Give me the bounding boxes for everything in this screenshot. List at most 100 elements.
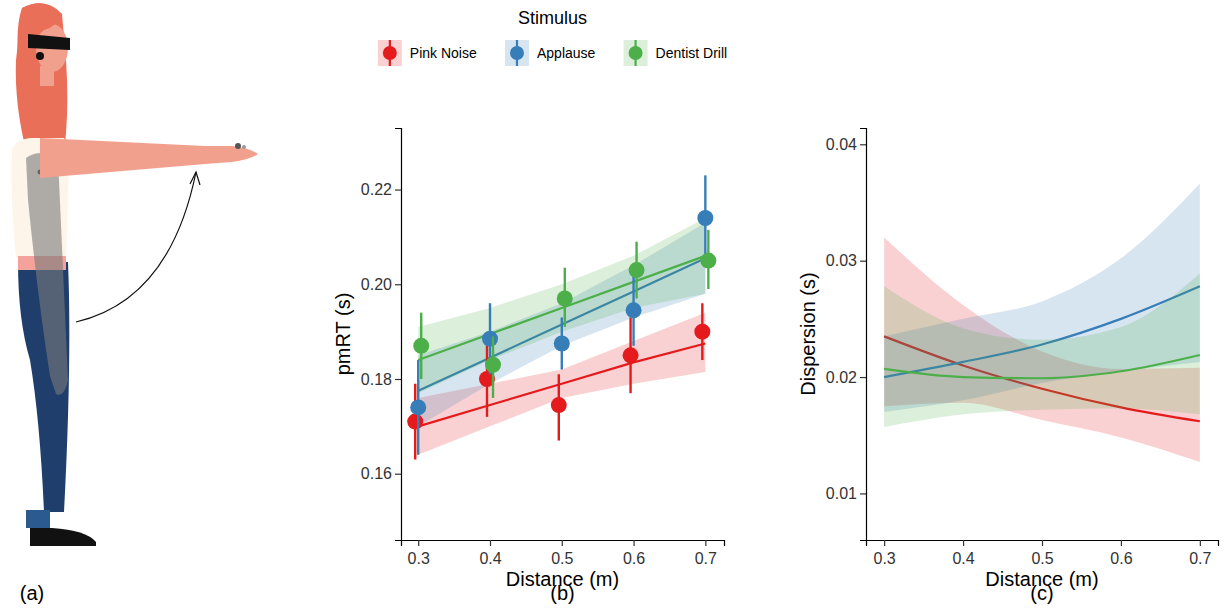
tick-mark [490, 540, 491, 546]
arm-pointing [40, 138, 258, 178]
sensor [235, 143, 241, 149]
axis-line [402, 541, 725, 547]
panel-label: (b) [550, 582, 574, 604]
figure: (a)0.30.40.50.60.70.160.180.200.22Distan… [0, 0, 1230, 615]
tick-mark [705, 540, 706, 546]
movement-arrow [76, 172, 196, 322]
tick-label: 0.18 [361, 371, 392, 388]
legend-key-dot [510, 46, 524, 60]
point [626, 302, 642, 318]
tick: 0.02 [826, 369, 866, 386]
tick-mark [395, 474, 401, 475]
tick: 0.03 [826, 252, 866, 269]
panel: 0.30.40.50.60.70.010.020.030.04Distance … [797, 129, 1219, 605]
tick-mark [395, 379, 401, 380]
tick: 0.7 [1189, 540, 1211, 567]
earphone [36, 52, 44, 60]
point [700, 253, 716, 269]
tick: 0.18 [361, 371, 401, 388]
tick: 0.20 [361, 276, 401, 293]
tick: 0.01 [826, 485, 866, 502]
confidence-band [418, 218, 705, 393]
tick-label: 0.20 [361, 276, 392, 293]
legend-key-dot [629, 46, 643, 60]
plot-marks [407, 175, 716, 459]
tick: 0.6 [1110, 540, 1132, 567]
tick-mark [633, 540, 634, 546]
tick-label: 0.3 [408, 550, 430, 567]
legend-key-band [378, 40, 402, 66]
y-axis: 0.01 0.02 0.03 0.04 [826, 129, 867, 541]
tick-label: 0.04 [826, 136, 857, 153]
cuff [26, 510, 50, 528]
legend-key-band [624, 40, 648, 66]
tick-label: 0.4 [479, 550, 501, 567]
panel-label: (a) [20, 582, 44, 604]
point [551, 397, 567, 413]
tick-label: 0.02 [826, 369, 857, 386]
tick: 0.4 [952, 540, 974, 567]
y-axis-title: Dispersion (s) [797, 272, 819, 395]
tick-label: 0.7 [1189, 550, 1211, 567]
tick-mark [395, 189, 401, 190]
panel: 0.30.40.50.60.70.160.180.200.22Distance … [332, 129, 725, 605]
series-line [884, 355, 1200, 378]
fit-line [418, 256, 705, 360]
shoe [30, 528, 96, 546]
legend-label: Dentist Drill [656, 45, 728, 61]
tick-mark [963, 540, 964, 546]
tick-label: 0.22 [361, 181, 392, 198]
legend-key-dot [383, 46, 397, 60]
legend-label: Pink Noise [410, 45, 477, 61]
x-axis: 0.3 0.4 0.5 0.6 0.7 [867, 540, 1219, 567]
legend-items: Pink NoiseApplauseDentist Drill [378, 40, 727, 66]
tick: 0.22 [361, 181, 401, 198]
tick: 0.3 [874, 540, 896, 567]
illustration [12, 3, 259, 546]
panel-label: (c) [1030, 582, 1053, 604]
blindfold [28, 34, 70, 50]
tick-mark [562, 540, 563, 546]
tick-label: 0.16 [361, 465, 392, 482]
tick-mark [860, 144, 866, 145]
tick-label: 0.4 [952, 550, 974, 567]
y-axis-title: pmRT (s) [332, 293, 354, 376]
tick-label: 0.3 [874, 550, 896, 567]
tick-label: 0.01 [826, 485, 857, 502]
tick-mark [884, 540, 885, 546]
x-axis: 0.3 0.4 0.5 0.6 0.7 [402, 540, 725, 567]
point [482, 331, 498, 347]
tick-mark [1200, 540, 1201, 546]
point [485, 357, 501, 373]
point [557, 290, 573, 306]
arm-down [26, 153, 68, 395]
tick-mark [1121, 540, 1122, 546]
point [697, 210, 713, 226]
tick-mark [860, 377, 866, 378]
legend-key-band [505, 40, 529, 66]
tick-label: 0.6 [623, 550, 645, 567]
axis-line [860, 129, 867, 541]
tick-label: 0.6 [1110, 550, 1132, 567]
sensor-2 [242, 145, 246, 149]
point [623, 347, 639, 363]
tick-label: 0.7 [695, 550, 717, 567]
tick-mark [395, 284, 401, 285]
confidence-band [884, 273, 1200, 427]
tick-mark [418, 540, 419, 546]
tick: 0.6 [623, 540, 645, 567]
point [629, 262, 645, 278]
axis-line [867, 541, 1219, 547]
tick-label: 0.5 [551, 550, 573, 567]
legend-item: Dentist Drill [624, 40, 728, 66]
y-axis: 0.16 0.18 0.20 0.22 [361, 129, 402, 541]
arrow-head [190, 172, 200, 185]
point [554, 335, 570, 351]
tick: 0.16 [361, 465, 401, 482]
point [413, 338, 429, 354]
legend-item: Pink Noise [378, 40, 477, 66]
tick: 0.7 [695, 540, 717, 567]
plot-marks [884, 184, 1200, 462]
tick-label: 0.5 [1031, 550, 1053, 567]
point [410, 399, 426, 415]
